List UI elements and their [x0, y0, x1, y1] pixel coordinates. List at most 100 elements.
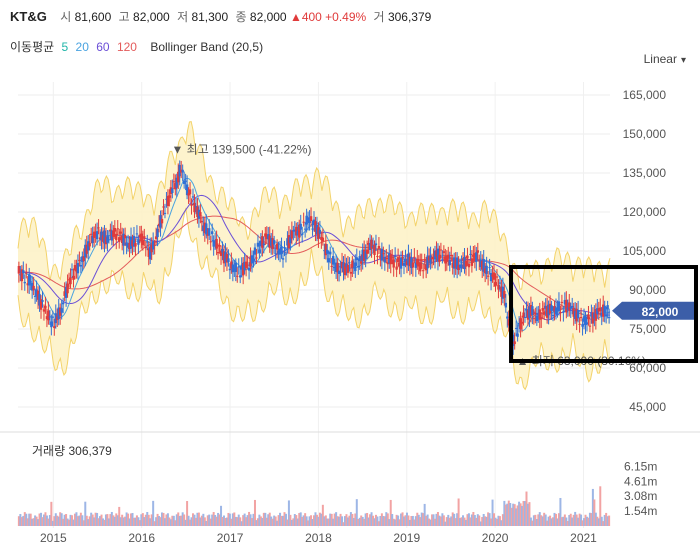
volume-bar	[208, 514, 211, 526]
volume-bar	[484, 516, 487, 526]
volume-bar	[585, 516, 588, 526]
volume-bar	[599, 486, 602, 526]
candle-body	[216, 252, 220, 254]
candle-body	[115, 233, 118, 241]
volume-bar	[491, 499, 494, 526]
ma5-legend[interactable]: 5	[61, 40, 69, 54]
volume-bar	[53, 516, 56, 526]
candle-body	[261, 236, 264, 248]
ma120-legend[interactable]: 120	[116, 40, 137, 54]
volume-bar	[121, 514, 124, 526]
volume-bar	[313, 515, 315, 526]
volume-bar	[190, 517, 193, 526]
volume-bar	[155, 517, 158, 526]
scale-dropdown[interactable]: Linear ▾	[644, 52, 686, 66]
candle-body	[23, 281, 26, 284]
volume-bar	[457, 498, 460, 526]
candle-body	[137, 239, 140, 245]
volume-bar	[338, 516, 341, 526]
candle-body	[107, 239, 111, 241]
candle-body	[244, 261, 248, 268]
candle-body	[63, 291, 66, 296]
volume-bar	[541, 516, 544, 526]
volume-bar	[504, 504, 507, 526]
volume-bar	[553, 512, 556, 526]
candle-body	[212, 240, 215, 247]
ma20-legend[interactable]: 20	[75, 40, 89, 54]
volume-bar	[261, 517, 264, 526]
candle-body	[278, 248, 282, 255]
candle-body	[98, 237, 102, 240]
volume-bar	[68, 519, 71, 526]
candle-body	[460, 264, 463, 269]
volume-bar	[199, 517, 202, 526]
candle-body	[67, 279, 71, 281]
volume-bar	[54, 513, 57, 526]
volume-bar	[351, 513, 354, 526]
volume-bar	[110, 511, 113, 526]
candle-body	[571, 305, 574, 308]
candle-body	[482, 259, 485, 272]
candle-body	[334, 262, 338, 273]
y-axis-tick-label: 105,000	[623, 244, 667, 258]
volume-bar	[299, 512, 302, 526]
volume-bar	[329, 513, 332, 526]
candle-body	[550, 305, 553, 311]
volume-bar	[550, 518, 553, 526]
volume-bar	[376, 516, 379, 526]
ma60-legend[interactable]: 60	[96, 40, 110, 54]
volume-bar	[37, 519, 40, 526]
volume-bar	[161, 512, 164, 526]
candle-body	[177, 171, 180, 183]
candle-body	[528, 307, 531, 318]
low-label: 저	[177, 10, 189, 24]
candle-body	[373, 244, 376, 255]
candle-body	[538, 309, 541, 320]
volume-bar	[96, 512, 99, 526]
volume-bar	[104, 514, 107, 526]
open-label: 시	[60, 10, 72, 24]
volume-bar	[163, 518, 166, 526]
candle-body	[315, 224, 319, 235]
candle-body	[143, 236, 146, 239]
candle-body	[494, 282, 497, 287]
candle-body	[241, 262, 245, 276]
volume-bar	[572, 514, 575, 526]
candle-body	[199, 212, 202, 217]
volume-bar	[488, 513, 491, 526]
volume-bar	[575, 514, 578, 526]
candle-body	[252, 258, 255, 261]
volume-bar	[62, 518, 65, 526]
moving-average-label[interactable]: 이동평균	[10, 40, 55, 54]
candle-body	[413, 256, 416, 258]
candle-body	[419, 262, 422, 272]
candle-body	[340, 261, 344, 269]
candle-body	[147, 248, 150, 257]
volume-bar	[71, 515, 74, 526]
candle-body	[531, 306, 534, 316]
volume-bar	[125, 512, 128, 526]
volume-bar	[128, 518, 131, 526]
volume-bar	[19, 514, 22, 526]
candle-body	[140, 233, 143, 242]
candle-body	[327, 258, 330, 263]
candle-body	[89, 233, 93, 235]
volume-bar	[106, 514, 109, 526]
candle-body	[289, 237, 292, 243]
candle-body	[442, 251, 446, 253]
volume-bar	[292, 518, 295, 526]
candle-body	[118, 237, 121, 242]
volume-bar	[512, 503, 515, 526]
volume-bar	[482, 513, 485, 526]
candle-body	[516, 333, 519, 337]
candle-body	[399, 257, 403, 269]
bollinger-legend[interactable]: Bollinger Band (20,5)	[150, 40, 264, 54]
candle-body	[320, 237, 323, 241]
volume-bar	[447, 514, 450, 526]
volume-bar	[510, 507, 513, 526]
volume-bar	[352, 517, 355, 526]
volume-bar	[436, 512, 439, 526]
candle-body	[45, 316, 49, 320]
candle-body	[451, 262, 454, 268]
